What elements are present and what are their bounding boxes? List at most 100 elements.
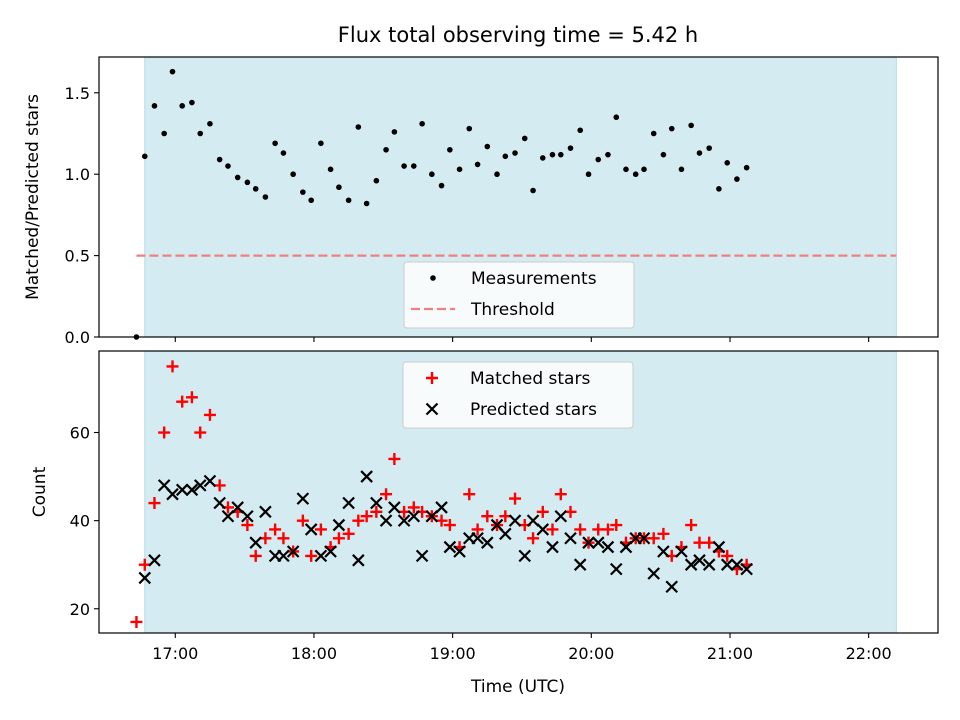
measurements-point (688, 122, 694, 129)
predicted-stars-point (499, 527, 512, 541)
x-tick-label: 18:00 (291, 644, 337, 663)
predicted-stars-point (675, 545, 688, 558)
predicted-stars-point (693, 554, 706, 567)
predicted-stars-point (481, 536, 494, 549)
measurements-point (549, 151, 556, 158)
measurements-point (318, 140, 324, 147)
measurements-point (345, 197, 352, 204)
predicted-stars-point (296, 492, 310, 505)
predicted-stars-point (582, 536, 595, 549)
predicted-stars-point (508, 514, 522, 527)
matched-stars-point (130, 615, 143, 628)
measurements-point (474, 161, 481, 168)
matched-stars-point (332, 532, 345, 545)
measurements-point (234, 174, 241, 181)
measurements-point (300, 189, 306, 195)
predicted-stars-point (536, 523, 550, 536)
measurements-point (623, 166, 629, 173)
measurements-point (355, 124, 362, 130)
measurements-legend-label: Measurements (471, 269, 597, 289)
measurements-point (605, 151, 611, 158)
predicted-stars-point (546, 540, 559, 554)
ratio-legend: Measurements Threshold (403, 261, 635, 329)
measurements-point (401, 163, 407, 169)
measurements-point (577, 127, 584, 134)
predicted-stars-point (647, 567, 660, 580)
predicted-stars-point (277, 549, 290, 563)
predicted-stars-point (619, 540, 633, 554)
measurements-point (363, 200, 370, 207)
predicted-stars-point (148, 554, 161, 567)
count-y-tick-label: 20 (70, 600, 90, 619)
measurements-point (336, 184, 342, 191)
predicted-stars-point (193, 479, 207, 492)
x-tick-label: 19:00 (430, 644, 476, 663)
matched-stars-point (176, 395, 189, 408)
measurements-point (660, 151, 667, 158)
measurements-point (650, 130, 657, 137)
ratio-panel: 0.0 0.5 1.0 1.5 Matched/Predicted stars Measu… (23, 56, 939, 347)
predicted-stars-point (435, 501, 448, 514)
measurements-point (151, 103, 158, 109)
measurements-point (373, 177, 380, 184)
predicted-stars-point (286, 545, 300, 558)
x-tick-label: 22:00 (846, 644, 892, 663)
ratio-axes-frame (98, 56, 939, 338)
predicted-stars-point (231, 501, 244, 514)
measurements-point (410, 163, 417, 169)
matched-stars-point (305, 549, 318, 562)
predicted-stars-point (730, 558, 744, 571)
predicted-stars-point (241, 509, 254, 523)
x-axis-label: Time (UTC) (470, 677, 565, 697)
matched-stars-point (194, 426, 207, 439)
matched-stars-point (657, 527, 670, 540)
measurements-point (179, 103, 186, 109)
matched-stars-point (536, 505, 549, 518)
predicted-stars-point (324, 545, 337, 558)
matched-stars-point (296, 514, 309, 527)
predicted-stars-point (370, 496, 383, 510)
matched-stars-point (277, 532, 290, 545)
predicted-stars-point (720, 558, 734, 571)
count-y-tick-label: 40 (70, 512, 90, 531)
measurements-point (613, 114, 620, 121)
measurements-point (447, 146, 453, 153)
measurements-point (262, 194, 269, 200)
matched-stars-point (407, 501, 420, 514)
predicted-stars-point (657, 545, 670, 558)
measurements-point (502, 153, 509, 160)
measurements-point (641, 166, 647, 173)
matched-stars-point (443, 519, 456, 532)
predicted-stars-point (166, 487, 179, 501)
predicted-stars-point (213, 496, 226, 510)
ratio-legend-box (403, 261, 635, 329)
matched-stars-point (481, 510, 494, 523)
measurements-point (585, 171, 592, 178)
predicted-stars-point (471, 531, 484, 545)
predicted-stars-point (564, 531, 577, 545)
predicted-stars-point (712, 540, 726, 554)
measurements-point (466, 125, 473, 132)
x-tick-label: 20:00 (568, 644, 614, 663)
measurements-point (494, 171, 500, 178)
measurements-point (696, 150, 703, 156)
measurements-point (557, 151, 564, 158)
matched-stars-point (352, 514, 365, 527)
measurements-point (668, 125, 675, 132)
matched-stars-point (360, 510, 373, 523)
predicted-stars-point (609, 562, 623, 576)
predicted-stars-point (332, 518, 346, 532)
measurements-point (429, 171, 435, 178)
measurements-point (161, 130, 167, 137)
predicted-stars-point (379, 514, 393, 527)
figure-title: Flux total observing time = 5.42 h (338, 23, 698, 47)
matched-stars-point (342, 527, 355, 540)
count-legend-box (402, 361, 634, 429)
predicted-stars-point (740, 562, 753, 576)
matched-stars-point (388, 452, 401, 465)
predicted-stars-point (684, 558, 698, 571)
predicted-stars-point (249, 536, 262, 549)
x-tick-label: 21:00 (707, 644, 753, 663)
measurements-point (743, 164, 750, 171)
